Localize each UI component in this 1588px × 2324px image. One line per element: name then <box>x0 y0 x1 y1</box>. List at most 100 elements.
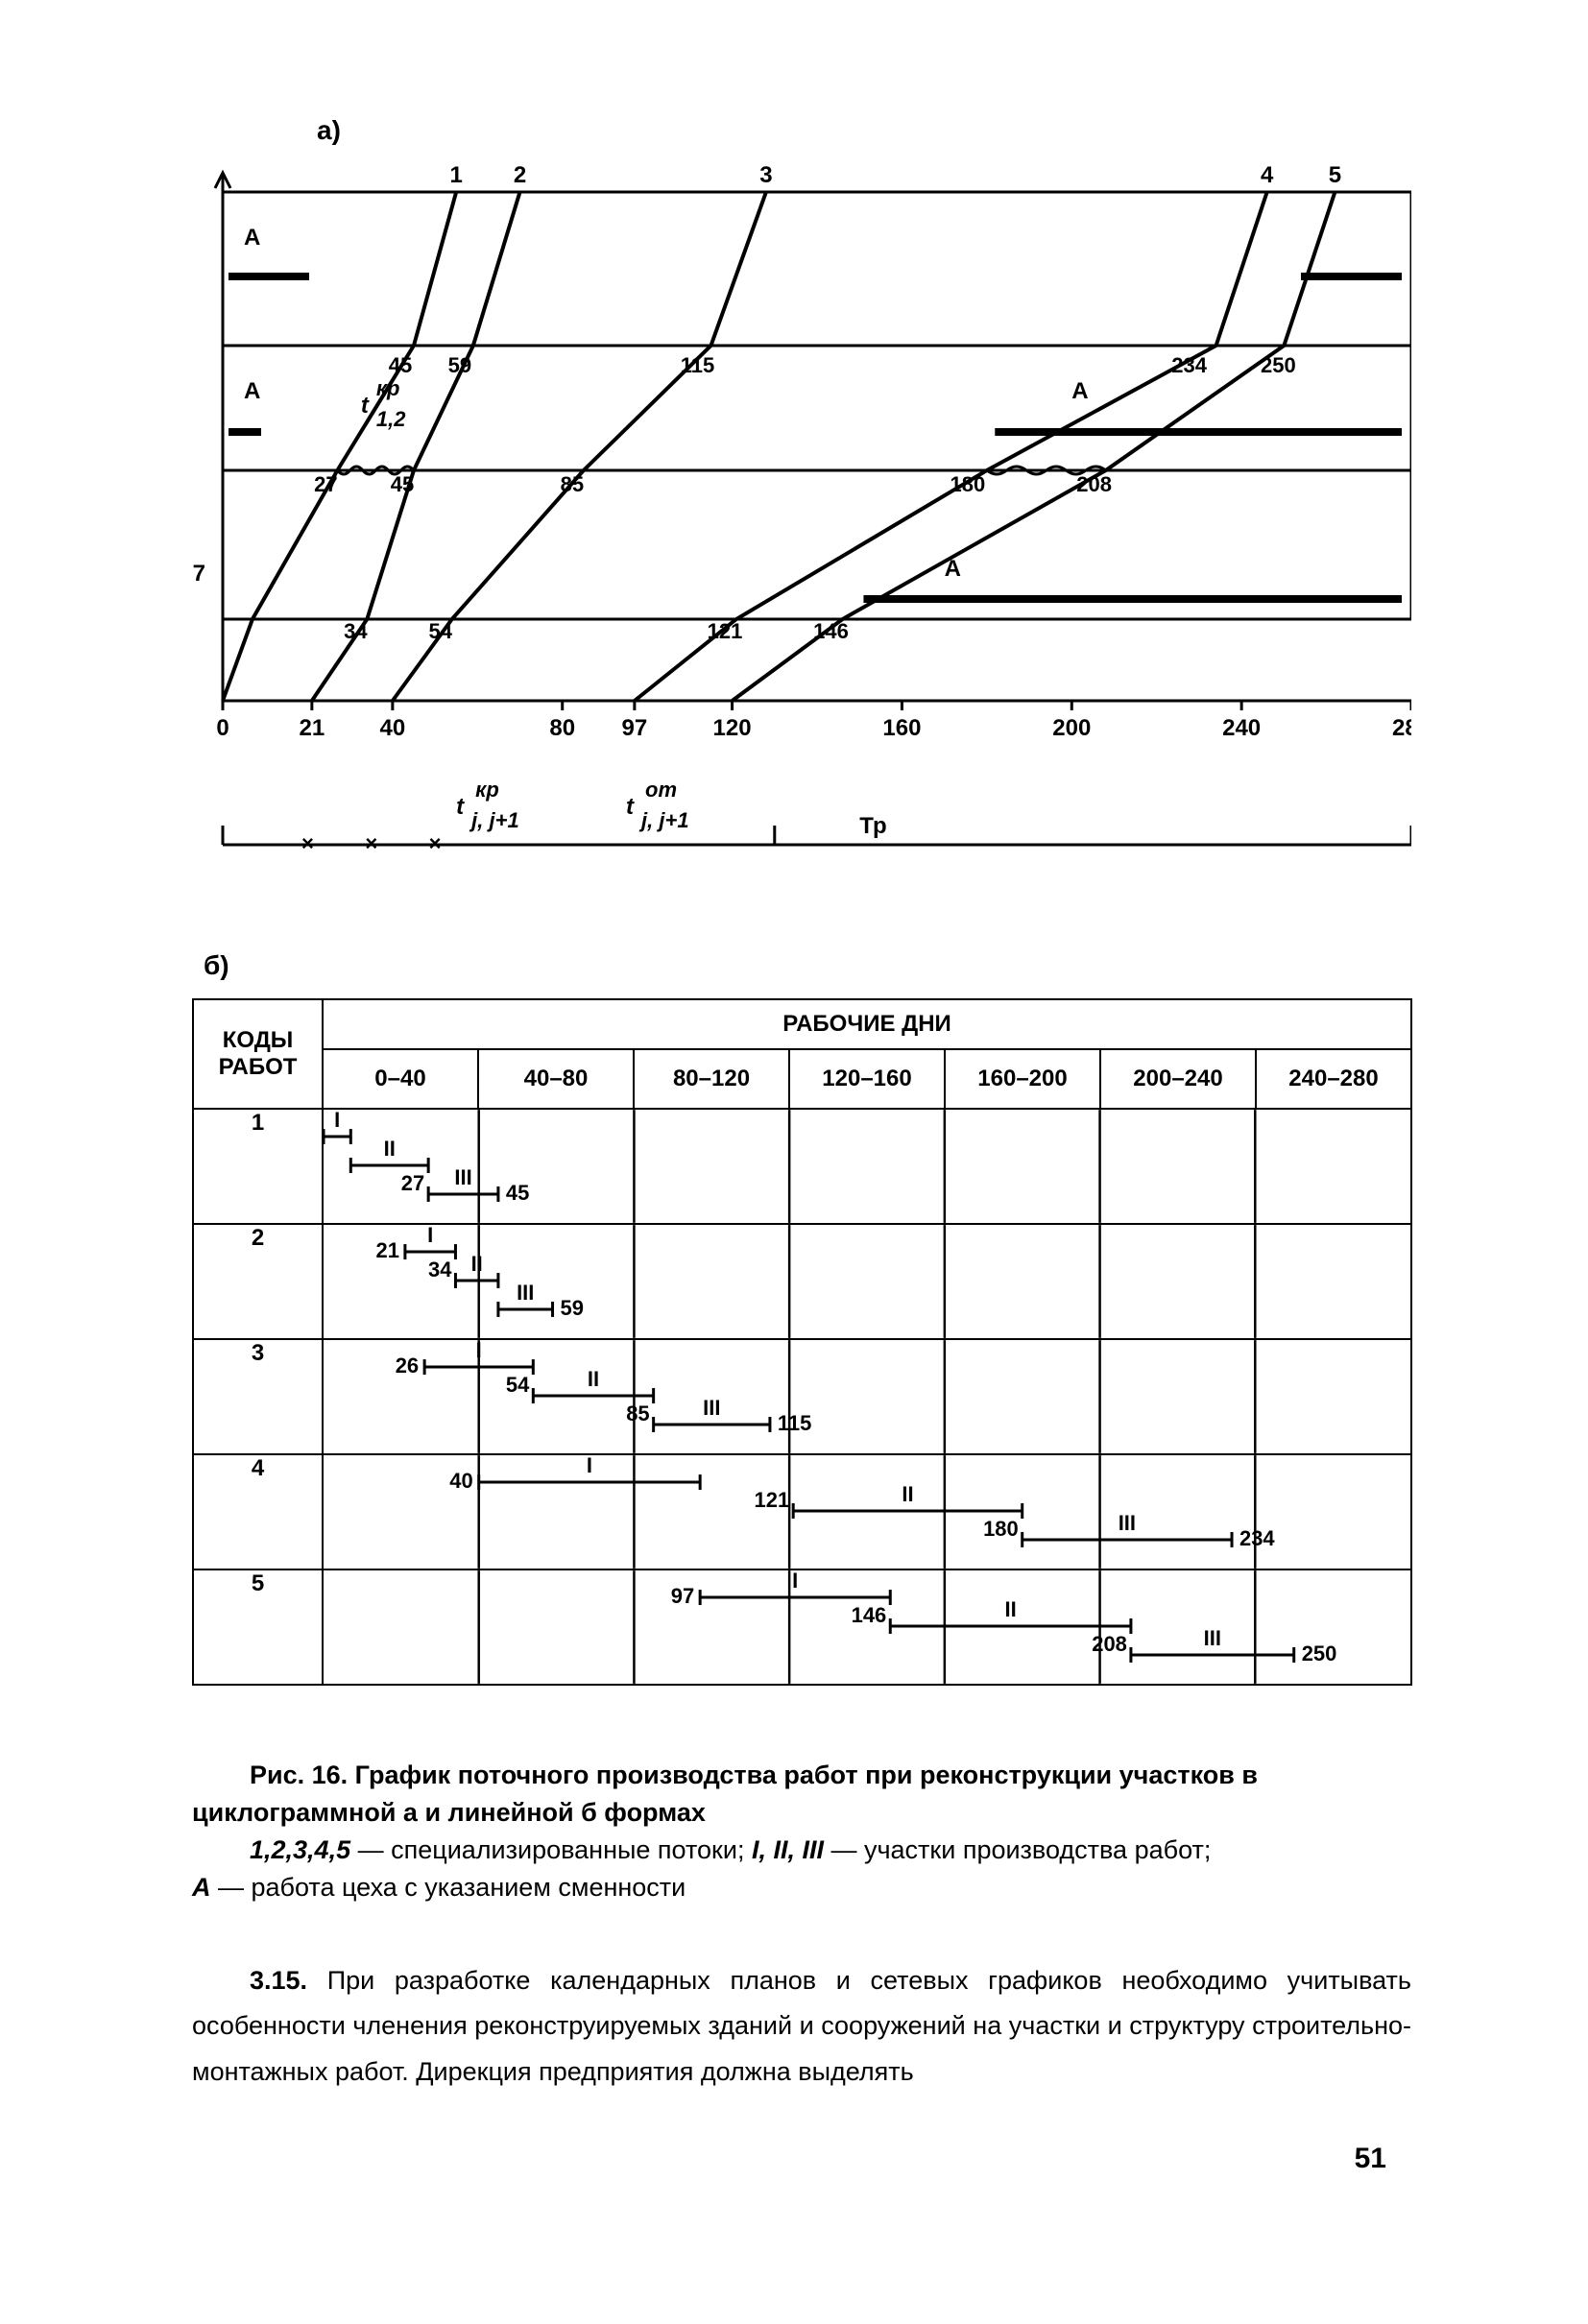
svg-text:×: × <box>301 831 314 855</box>
caption-title-text: График поточного производства работ при … <box>192 1761 1258 1827</box>
hdr-daycol: 160–200 <box>945 1049 1100 1109</box>
row-code: 5 <box>193 1569 323 1685</box>
gantt-table: КОДЫ РАБОТ РАБОЧИЕ ДНИ 0–4040–8080–12012… <box>192 998 1412 1686</box>
svg-text:26: 26 <box>396 1354 419 1378</box>
svg-text:j, j+1: j, j+1 <box>469 808 519 832</box>
svg-text:III: III <box>517 1281 534 1305</box>
svg-text:85: 85 <box>561 472 584 496</box>
svg-text:А: А <box>244 378 260 404</box>
hdr-daycol: 40–80 <box>478 1049 634 1109</box>
svg-text:250: 250 <box>1302 1641 1337 1665</box>
hdr-days: РАБОЧИЕ ДНИ <box>323 999 1411 1049</box>
svg-text:21: 21 <box>299 715 325 741</box>
legend-A-rest: — работа цеха с указанием сменности <box>211 1873 686 1902</box>
svg-text:t: t <box>626 794 635 820</box>
svg-text:121: 121 <box>708 619 743 643</box>
svg-text:0: 0 <box>216 715 229 741</box>
svg-text:А: А <box>1071 378 1088 404</box>
svg-text:II: II <box>1004 1597 1016 1621</box>
svg-text:1,2: 1,2 <box>376 407 406 431</box>
legend-nums: 1,2,3,4,5 <box>250 1835 350 1864</box>
cyclogram-svg: 0214080971201602002402807ААААА1234545591… <box>192 163 1411 902</box>
svg-text:3: 3 <box>759 163 772 188</box>
label-b: б) <box>204 950 229 981</box>
svg-text:180: 180 <box>950 472 985 496</box>
svg-text:120: 120 <box>713 715 752 741</box>
legend-nums-rest: — специализированные потоки; <box>350 1835 752 1864</box>
svg-text:III: III <box>703 1396 720 1420</box>
svg-text:×: × <box>429 831 442 855</box>
hdr-daycol: 0–40 <box>323 1049 478 1109</box>
svg-text:54: 54 <box>506 1373 530 1397</box>
svg-text:I: I <box>587 1455 592 1477</box>
svg-text:кр: кр <box>475 778 499 802</box>
diagram-b: КОДЫ РАБОТ РАБОЧИЕ ДНИ 0–4040–8080–12012… <box>192 998 1411 1686</box>
row-gantt: I97146II208III250 <box>323 1569 1411 1685</box>
hdr-daycol: 200–240 <box>1100 1049 1256 1109</box>
svg-text:180: 180 <box>983 1517 1019 1541</box>
legend-A: А <box>192 1873 211 1902</box>
svg-text:208: 208 <box>1092 1632 1127 1656</box>
svg-text:27: 27 <box>314 472 337 496</box>
row-gantt: III27III45 <box>323 1109 1411 1224</box>
row-code: 2 <box>193 1224 323 1339</box>
svg-text:97: 97 <box>671 1584 694 1608</box>
body-paragraph: 3.15. При разработке календарных планов … <box>192 1958 1411 2095</box>
svg-text:7: 7 <box>193 561 205 587</box>
svg-text:I: I <box>427 1225 433 1247</box>
svg-text:II: II <box>384 1137 396 1161</box>
svg-text:59: 59 <box>448 353 471 377</box>
svg-text:2: 2 <box>514 163 526 188</box>
caption-fig-num: Рис. 16. <box>250 1761 348 1789</box>
svg-text:t: t <box>456 794 465 820</box>
svg-text:Тр: Тр <box>859 813 886 839</box>
svg-text:4: 4 <box>1261 163 1274 188</box>
legend-roman: I, II, III <box>752 1835 824 1864</box>
svg-text:от: от <box>645 778 677 802</box>
svg-text:21: 21 <box>375 1238 398 1262</box>
svg-text:97: 97 <box>622 715 648 741</box>
figure-caption: Рис. 16. График поточного производства р… <box>192 1757 1411 1907</box>
svg-text:34: 34 <box>428 1258 452 1282</box>
svg-text:45: 45 <box>389 353 412 377</box>
hdr-daycol: 120–160 <box>789 1049 945 1109</box>
svg-text:200: 200 <box>1052 715 1091 741</box>
hdr-codes: КОДЫ РАБОТ <box>193 999 323 1109</box>
svg-text:1: 1 <box>449 163 462 188</box>
hdr-daycol: 240–280 <box>1256 1049 1411 1109</box>
diagram-a: 0214080971201602002402807ААААА1234545591… <box>192 163 1411 902</box>
svg-text:208: 208 <box>1076 472 1112 496</box>
svg-text:34: 34 <box>344 619 368 643</box>
svg-text:III: III <box>454 1165 471 1189</box>
svg-text:121: 121 <box>755 1488 790 1512</box>
svg-text:40: 40 <box>449 1469 472 1493</box>
svg-text:II: II <box>471 1252 483 1276</box>
row-code: 3 <box>193 1339 323 1454</box>
svg-text:×: × <box>365 831 377 855</box>
para-text: При разработке календарных планов и сете… <box>192 1966 1411 2086</box>
svg-text:250: 250 <box>1261 353 1296 377</box>
hdr-daycol: 80–120 <box>634 1049 789 1109</box>
svg-text:146: 146 <box>852 1603 887 1627</box>
svg-text:80: 80 <box>549 715 575 741</box>
svg-text:III: III <box>1119 1511 1136 1535</box>
svg-text:40: 40 <box>380 715 406 741</box>
label-a: а) <box>317 115 341 146</box>
svg-text:45: 45 <box>391 472 414 496</box>
svg-text:115: 115 <box>681 353 715 377</box>
svg-text:85: 85 <box>626 1402 649 1426</box>
svg-text:кр: кр <box>376 376 400 400</box>
row-code: 4 <box>193 1454 323 1569</box>
svg-text:59: 59 <box>561 1296 584 1320</box>
svg-text:t: t <box>361 393 370 419</box>
svg-text:А: А <box>244 225 260 251</box>
svg-text:234: 234 <box>1171 353 1207 377</box>
svg-text:II: II <box>588 1367 599 1391</box>
legend-roman-rest: — участки производства работ; <box>824 1835 1211 1864</box>
svg-text:54: 54 <box>429 619 453 643</box>
row-gantt: I40121II180III234 <box>323 1454 1411 1569</box>
row-gantt: I2654II85III115 <box>323 1339 1411 1454</box>
svg-text:45: 45 <box>506 1181 529 1205</box>
svg-text:146: 146 <box>813 619 849 643</box>
svg-text:234: 234 <box>1239 1526 1275 1550</box>
